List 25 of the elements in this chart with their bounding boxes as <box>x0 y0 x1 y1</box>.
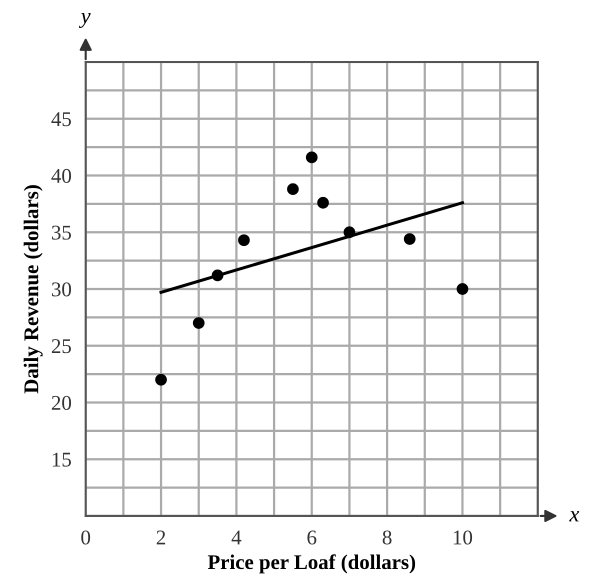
point <box>155 374 167 386</box>
point <box>317 196 329 209</box>
y-tick-label: 15 <box>52 452 71 467</box>
y-tick-label: 20 <box>52 396 72 410</box>
y-tick-label: 45 <box>51 112 71 126</box>
x-tick-label: 4 <box>232 530 242 544</box>
x-axis-title: Price per Loaf (dollars) <box>208 554 416 574</box>
point <box>456 283 468 295</box>
y-tick-label: 40 <box>51 168 72 183</box>
text: x <box>569 511 580 522</box>
point <box>238 234 250 246</box>
point <box>287 183 299 195</box>
x-tick-label: 0 <box>81 530 90 545</box>
y-tick-label: 30 <box>52 282 72 296</box>
x-tick-label: 8 <box>382 530 392 545</box>
point <box>404 233 416 245</box>
x-tick-label: 6 <box>307 530 316 545</box>
x-tick-label: 2 <box>156 530 166 544</box>
point <box>306 151 318 164</box>
y-tick-label: 35 <box>52 226 71 240</box>
x-tick-label: 10 <box>454 530 472 545</box>
y-tick-label: 25 <box>52 339 71 354</box>
point <box>192 317 205 329</box>
text: y <box>78 12 91 28</box>
y-axis-title: Daily Revenue (dollars) <box>24 185 43 394</box>
